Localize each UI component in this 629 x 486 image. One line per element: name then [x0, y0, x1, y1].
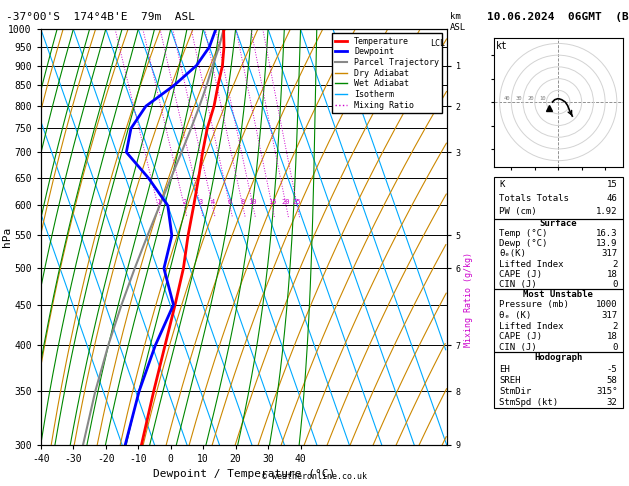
Text: 15: 15: [607, 180, 618, 189]
Text: 25: 25: [293, 199, 301, 206]
Text: 20: 20: [282, 199, 291, 206]
Text: 18: 18: [607, 270, 618, 278]
Text: PW (cm): PW (cm): [499, 208, 537, 216]
Text: 317: 317: [601, 249, 618, 259]
Text: LCL: LCL: [430, 39, 445, 48]
Text: StmDir: StmDir: [499, 387, 531, 396]
Text: Mixing Ratio (g/kg): Mixing Ratio (g/kg): [464, 252, 473, 347]
Text: CIN (J): CIN (J): [499, 343, 537, 351]
Text: 8: 8: [240, 199, 245, 206]
Text: 1000: 1000: [596, 300, 618, 310]
Text: θₑ(K): θₑ(K): [499, 249, 526, 259]
Text: θₑ (K): θₑ (K): [499, 311, 531, 320]
Text: 3: 3: [198, 199, 203, 206]
Text: SREH: SREH: [499, 376, 520, 385]
Text: EH: EH: [499, 364, 509, 374]
Text: 18: 18: [607, 332, 618, 341]
Legend: Temperature, Dewpoint, Parcel Trajectory, Dry Adiabat, Wet Adiabat, Isotherm, Mi: Temperature, Dewpoint, Parcel Trajectory…: [331, 34, 442, 113]
Text: 32: 32: [607, 398, 618, 407]
Text: Dewp (°C): Dewp (°C): [499, 240, 547, 248]
Text: 20: 20: [527, 96, 533, 101]
Text: 10: 10: [539, 96, 545, 101]
Text: 1.92: 1.92: [596, 208, 618, 216]
X-axis label: Dewpoint / Temperature (°C): Dewpoint / Temperature (°C): [153, 469, 335, 479]
Text: 0: 0: [612, 279, 618, 289]
Text: Totals Totals: Totals Totals: [499, 193, 569, 203]
Text: 1: 1: [156, 199, 160, 206]
Text: 6: 6: [228, 199, 232, 206]
Text: Pressure (mb): Pressure (mb): [499, 300, 569, 310]
Text: 58: 58: [607, 376, 618, 385]
Text: -37°00'S  174°4B'E  79m  ASL: -37°00'S 174°4B'E 79m ASL: [6, 12, 195, 22]
Text: 2: 2: [612, 322, 618, 330]
Text: 317: 317: [601, 311, 618, 320]
Text: km
ASL: km ASL: [450, 12, 466, 32]
Text: Hodograph: Hodograph: [534, 353, 582, 363]
Text: 10: 10: [248, 199, 257, 206]
Text: 4: 4: [210, 199, 214, 206]
Text: Temp (°C): Temp (°C): [499, 229, 547, 238]
Text: 2: 2: [612, 260, 618, 268]
Text: 10.06.2024  06GMT  (Base: 12): 10.06.2024 06GMT (Base: 12): [487, 12, 629, 22]
Text: Lifted Index: Lifted Index: [499, 260, 564, 268]
Text: 13.9: 13.9: [596, 240, 618, 248]
Text: CAPE (J): CAPE (J): [499, 270, 542, 278]
Text: 16.3: 16.3: [596, 229, 618, 238]
Text: 0: 0: [612, 343, 618, 351]
Text: hPa: hPa: [3, 227, 13, 247]
Text: 15: 15: [268, 199, 276, 206]
Text: CAPE (J): CAPE (J): [499, 332, 542, 341]
Text: kt: kt: [496, 41, 508, 52]
Text: -5: -5: [607, 364, 618, 374]
Text: 315°: 315°: [596, 387, 618, 396]
Text: 46: 46: [607, 193, 618, 203]
Text: Lifted Index: Lifted Index: [499, 322, 564, 330]
Text: CIN (J): CIN (J): [499, 279, 537, 289]
Text: © weatheronline.co.uk: © weatheronline.co.uk: [262, 472, 367, 481]
Text: 2: 2: [182, 199, 186, 206]
Text: StmSpd (kt): StmSpd (kt): [499, 398, 558, 407]
Text: K: K: [499, 180, 504, 189]
Text: 40: 40: [504, 96, 510, 101]
Text: Most Unstable: Most Unstable: [523, 290, 593, 299]
Text: 30: 30: [515, 96, 522, 101]
Text: Surface: Surface: [540, 219, 577, 228]
